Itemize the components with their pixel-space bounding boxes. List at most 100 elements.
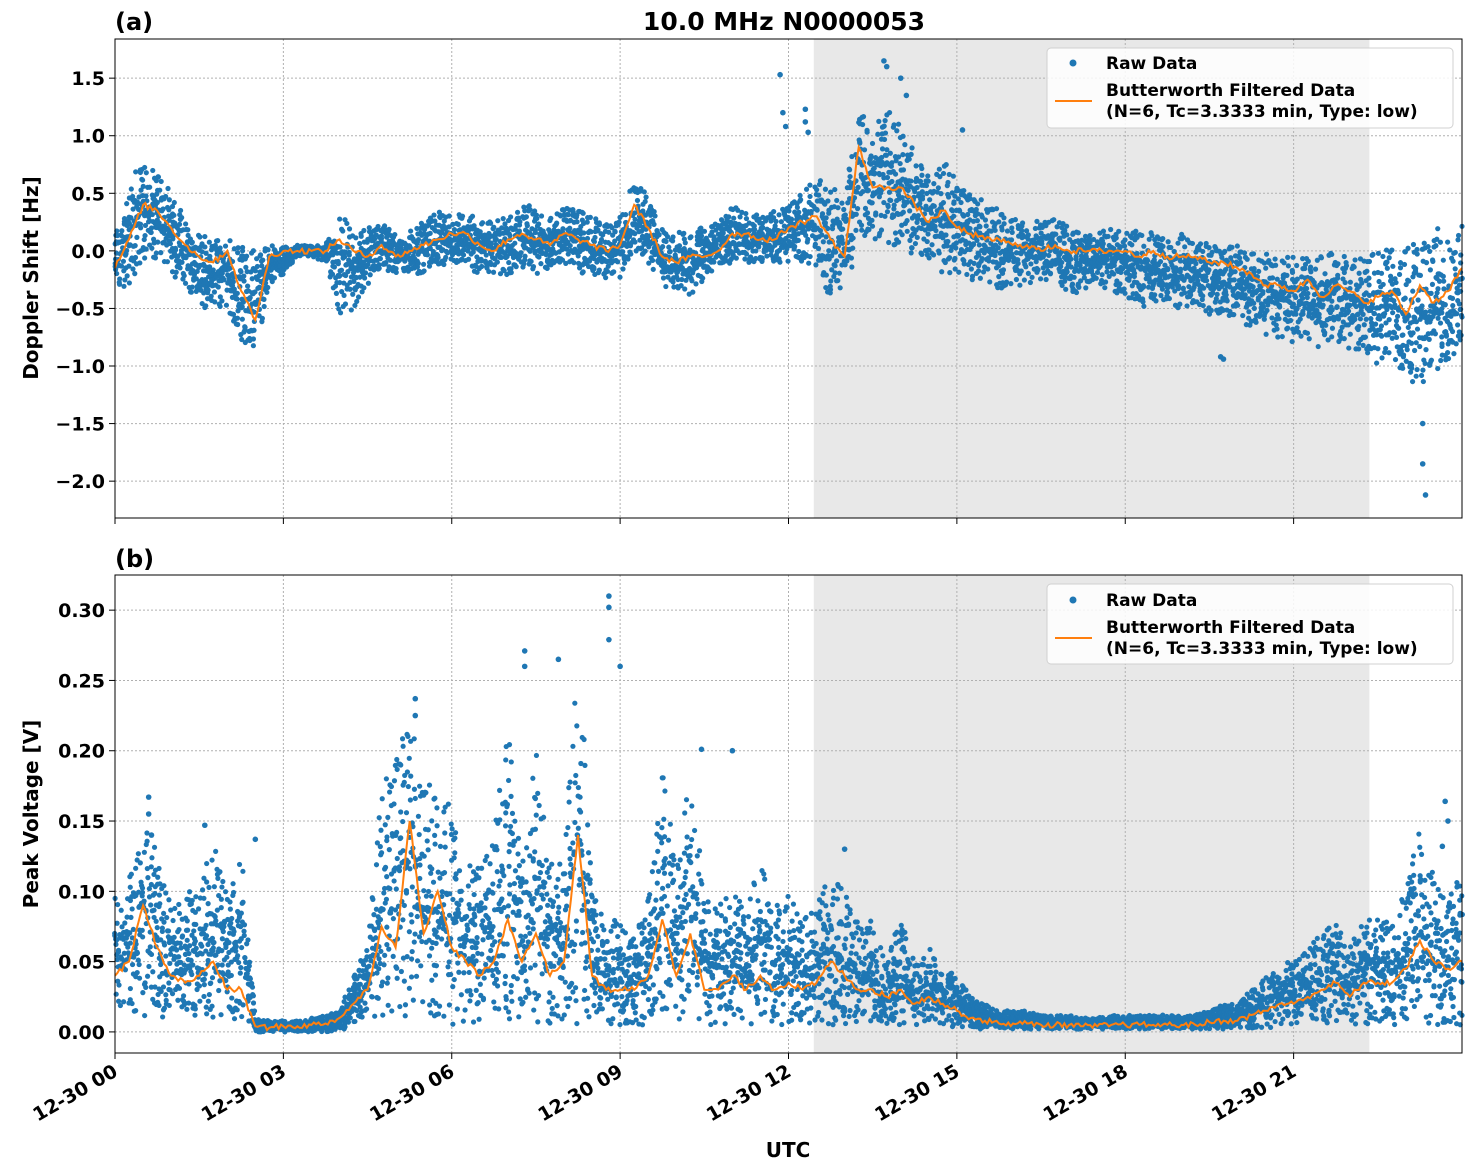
panel-a-raw-point bbox=[884, 174, 891, 181]
panel-a-raw-point bbox=[1334, 275, 1341, 281]
panel-a-raw-point bbox=[899, 232, 905, 238]
panel-a-raw-point bbox=[1160, 243, 1166, 249]
panel-a-raw-point bbox=[632, 239, 638, 245]
panel-a-raw-point bbox=[974, 237, 980, 243]
panel-a-raw-point bbox=[571, 260, 577, 266]
panel-a-raw-point bbox=[904, 199, 911, 205]
panel-a-raw-point bbox=[992, 227, 998, 233]
panel-a-raw-point bbox=[666, 244, 672, 250]
panel-a-raw-point bbox=[1027, 279, 1033, 286]
panel-a-raw-point bbox=[1329, 298, 1335, 304]
panel-a-raw-point bbox=[1281, 260, 1287, 266]
panel-a-raw-point bbox=[244, 253, 250, 259]
panel-a-raw-point bbox=[514, 209, 521, 215]
panel-a-raw-point bbox=[508, 214, 514, 220]
panel-a-raw-point bbox=[205, 287, 211, 293]
panel-a-raw-point bbox=[126, 280, 132, 286]
panel-a-raw-point bbox=[1329, 251, 1335, 258]
panel-a-raw-point bbox=[832, 263, 838, 269]
panel-a-raw-point bbox=[179, 259, 185, 265]
panel-a-raw-point bbox=[137, 260, 143, 266]
panel-a-raw-point bbox=[167, 241, 174, 247]
panel-a-raw-point bbox=[1075, 230, 1081, 236]
panel-a-raw-point bbox=[859, 227, 865, 233]
panel-a-raw-point bbox=[139, 177, 146, 183]
panel-a-raw-point bbox=[160, 206, 166, 212]
panel-a-raw-point bbox=[202, 233, 208, 240]
panel-a-raw-point bbox=[1285, 325, 1291, 331]
panel-a-raw-point bbox=[155, 239, 161, 245]
panel-a-raw-point bbox=[952, 255, 958, 262]
panel-a-raw-point bbox=[945, 194, 952, 200]
panel-a-raw-point bbox=[132, 271, 138, 277]
panel-a-raw-point bbox=[1208, 307, 1214, 314]
panel-a-raw-point bbox=[1064, 223, 1070, 229]
panel-a-raw-point bbox=[1290, 301, 1297, 307]
panel-a-raw-point bbox=[850, 245, 856, 251]
panel-a-raw-point bbox=[538, 213, 545, 219]
panel-a-raw-point bbox=[530, 264, 537, 270]
panel-a-raw-point bbox=[1272, 256, 1278, 262]
panel-a-raw-point bbox=[143, 193, 149, 199]
panel-a-raw-point bbox=[376, 265, 382, 271]
panel-a-raw-point bbox=[796, 248, 802, 255]
panel-a-raw-point bbox=[459, 213, 466, 219]
panel-a-raw-point bbox=[337, 273, 343, 279]
panel-a-raw-point bbox=[914, 234, 920, 241]
panel-a-raw-point bbox=[835, 277, 841, 284]
panel-a-raw-point bbox=[239, 316, 245, 322]
panel-a-raw-point bbox=[926, 255, 932, 261]
panel-a-raw-point bbox=[943, 162, 949, 168]
panel-a-raw-point bbox=[925, 173, 931, 179]
panel-a-raw-point bbox=[134, 234, 140, 240]
panel-a-raw-point bbox=[879, 146, 886, 152]
panel-a-raw-point bbox=[1386, 255, 1392, 261]
panel-a-raw-point bbox=[517, 219, 523, 225]
panel-a-raw-point bbox=[615, 259, 621, 265]
panel-a-raw-point bbox=[1200, 302, 1206, 309]
panel-a-raw-point bbox=[1293, 311, 1299, 317]
panel-a-raw-point bbox=[166, 197, 172, 203]
panel-a-raw-point bbox=[795, 237, 801, 244]
panel-a-raw-point bbox=[822, 220, 828, 226]
panel-a-raw-point bbox=[1059, 259, 1065, 266]
panel-a-raw-point bbox=[1370, 251, 1376, 258]
panel-a-raw-point bbox=[206, 239, 212, 245]
panel-a-raw-point bbox=[479, 220, 486, 226]
panel-a-raw-point bbox=[1240, 312, 1246, 319]
panel-a-raw-point bbox=[259, 315, 265, 321]
panel-a-raw-point bbox=[341, 292, 347, 299]
panel-a-raw-point bbox=[427, 230, 433, 236]
panel-a-raw-point bbox=[164, 259, 171, 265]
panel-a-raw-point bbox=[897, 160, 903, 167]
panel-a-raw-point bbox=[1068, 256, 1074, 262]
panel-a-raw-point bbox=[892, 230, 899, 236]
panel-a-raw-point bbox=[204, 296, 211, 302]
panel-a-raw-point bbox=[742, 256, 748, 262]
panel-a-raw-point bbox=[1256, 268, 1262, 274]
panel-a-raw-point bbox=[979, 255, 985, 262]
panel-a-raw-point bbox=[931, 203, 937, 209]
panel-a-raw-point bbox=[999, 227, 1005, 233]
panel-a-raw-point bbox=[804, 239, 810, 245]
panel-a-raw-point bbox=[667, 249, 673, 255]
panel-a-raw-point bbox=[1373, 321, 1379, 327]
panel-a-raw-point bbox=[518, 250, 524, 256]
panel-a-raw-point bbox=[628, 251, 634, 257]
panel-a-raw-point bbox=[701, 228, 708, 234]
panel-a-raw-point bbox=[132, 242, 138, 249]
panel-a-raw-point bbox=[813, 262, 819, 268]
panel-a-raw-point bbox=[574, 219, 580, 225]
panel-a-raw-point bbox=[835, 205, 841, 211]
panel-a-raw-point bbox=[1108, 226, 1114, 233]
panel-a-raw-point bbox=[841, 206, 847, 213]
panel-a-raw-point bbox=[929, 242, 935, 248]
panel-a-raw-point bbox=[987, 279, 993, 285]
panel-a-raw-point bbox=[1177, 266, 1184, 272]
panel-a-raw-point bbox=[1028, 261, 1034, 267]
panel-a-raw-point bbox=[536, 221, 542, 227]
panel-a-raw-point bbox=[940, 170, 947, 177]
panel-a-raw-point bbox=[798, 197, 804, 203]
panel-a-raw-point bbox=[1222, 248, 1228, 254]
panel-a-raw-point bbox=[133, 169, 139, 175]
